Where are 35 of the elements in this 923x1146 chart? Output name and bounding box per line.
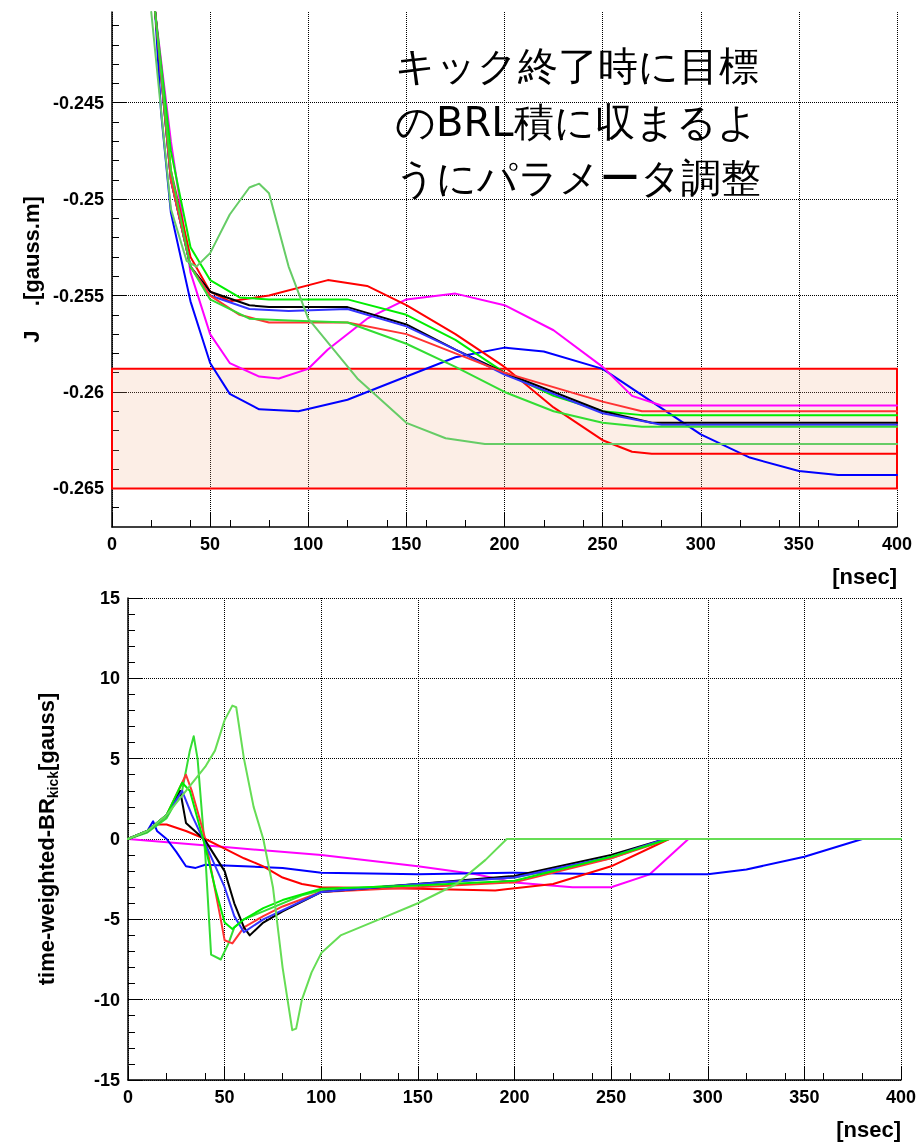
- x-tick-label: 400: [881, 534, 913, 554]
- y-tick-label: -0.26: [62, 381, 104, 402]
- y-tick-label: -0.265: [52, 478, 104, 499]
- x-tick-label: 100: [293, 534, 324, 554]
- y-tick-label: -0.25: [62, 189, 104, 210]
- y-tick-label: -10: [93, 989, 120, 1010]
- x-tick-label: 50: [214, 1087, 235, 1107]
- x-tick-label: 100: [306, 1087, 337, 1107]
- x-tick-label: 200: [489, 534, 520, 554]
- x-tick-label: 150: [391, 534, 422, 554]
- x-axis-title: [nsec]: [832, 563, 897, 589]
- y-tick-label: 15: [99, 588, 120, 608]
- x-tick-label: 200: [499, 1087, 530, 1107]
- y-tick-label: 0: [109, 829, 120, 849]
- x-tick-label: 250: [587, 534, 618, 554]
- x-tick-label: 400: [885, 1087, 917, 1107]
- line-series: [127, 704, 902, 1032]
- y-axis-title: time-weighted-BRkick[gauss]: [33, 692, 61, 986]
- annotation: キック終了時に目標のBRL積に収まるようにパラメータ調整: [395, 43, 761, 201]
- x-tick-label: 350: [789, 1087, 820, 1107]
- y-tick-label: 10: [99, 668, 120, 689]
- x-tick-label: 300: [685, 534, 716, 554]
- x-tick-label: 350: [783, 534, 814, 554]
- y-tick-label: -5: [103, 909, 120, 930]
- x-axis-title: [nsec]: [836, 1116, 901, 1142]
- x-tick-label: 250: [596, 1087, 627, 1107]
- y-tick-label: -0.255: [52, 285, 104, 306]
- x-tick-label: 50: [200, 534, 221, 554]
- y-axis-title: J .[gauss.m]: [18, 196, 44, 343]
- x-tick-label: 150: [402, 1087, 433, 1107]
- x-tick-label: 300: [692, 1087, 723, 1107]
- y-tick-label: -15: [93, 1070, 120, 1090]
- x-tick-label: 0: [122, 1087, 134, 1107]
- y-tick-label: -0.245: [52, 92, 104, 113]
- y-tick-label: 5: [109, 748, 120, 769]
